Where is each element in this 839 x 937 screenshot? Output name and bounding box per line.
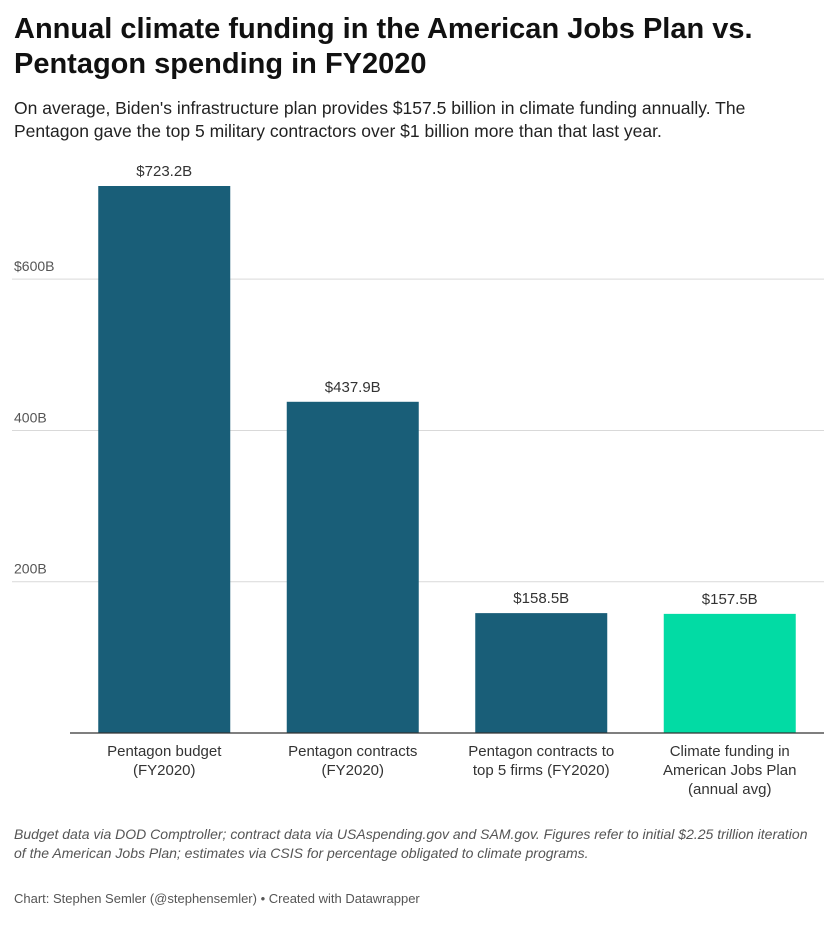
y-tick-label: 400B [14, 409, 47, 425]
source-notes: Budget data via DOD Comptroller; contrac… [14, 826, 808, 861]
bar-chart: 200B 400B $600B $723.2B Pentagon budget (FY20… [12, 163, 824, 798]
x-category-label: Pentagon contracts (FY2020) [288, 743, 417, 779]
bar [286, 401, 419, 733]
x-category-label: Climate funding in American Jobs Plan (ann… [663, 743, 796, 798]
y-tick-label: $600B [14, 258, 54, 274]
bar-value-label: $437.9B [325, 379, 381, 396]
y-tick-label: 200B [14, 561, 47, 577]
x-category-label: Pentagon contracts to top 5 firms (FY2020… [468, 743, 614, 779]
bar [475, 613, 608, 733]
bar [663, 613, 796, 733]
bar [98, 186, 231, 733]
x-category-label: Pentagon budget (FY2020) [107, 743, 222, 779]
bar-value-label: $158.5B [513, 590, 569, 607]
chart-subtitle: On average, Biden's infrastructure plan … [14, 98, 746, 141]
chart-credit: Chart: Stephen Semler (@stephensemler) •… [14, 891, 420, 906]
chart-title: Annual climate funding in the American J… [14, 13, 753, 80]
bar-value-label: $723.2B [136, 163, 192, 180]
bar-value-label: $157.5B [702, 591, 758, 608]
